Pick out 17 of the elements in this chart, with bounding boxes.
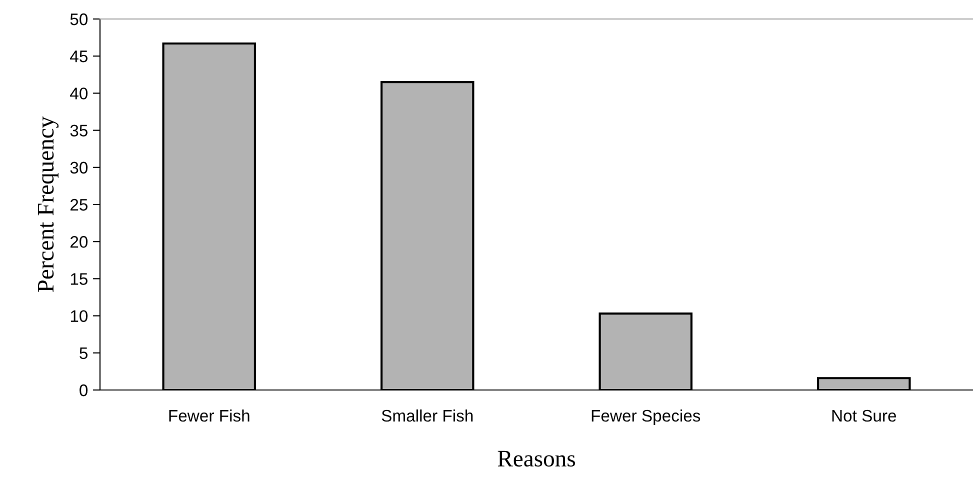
y-tick-label: 10 bbox=[70, 310, 88, 322]
y-tick-label: 25 bbox=[70, 198, 88, 211]
y-axis-title: Percent Frequency bbox=[38, 116, 59, 292]
x-tick-label: Smaller Fish bbox=[382, 409, 473, 422]
x-tick-label: Fewer Fish bbox=[169, 409, 250, 422]
y-tick-label: 35 bbox=[70, 124, 88, 137]
y-tick-label: 0 bbox=[80, 384, 88, 396]
y-tick-label: 50 bbox=[70, 13, 88, 26]
x-axis-title: Reasons bbox=[498, 450, 575, 467]
y-tick-label: 40 bbox=[70, 88, 88, 100]
y-tick-label: 30 bbox=[70, 162, 88, 174]
y-tick-label: 20 bbox=[70, 236, 88, 248]
x-tick-label: Fewer Species bbox=[592, 409, 700, 425]
y-tick-label: 15 bbox=[70, 273, 88, 285]
x-tick-label: Not Sure bbox=[832, 410, 896, 422]
y-tick-label: 5 bbox=[80, 347, 88, 360]
y-tick-label: 45 bbox=[70, 50, 88, 62]
